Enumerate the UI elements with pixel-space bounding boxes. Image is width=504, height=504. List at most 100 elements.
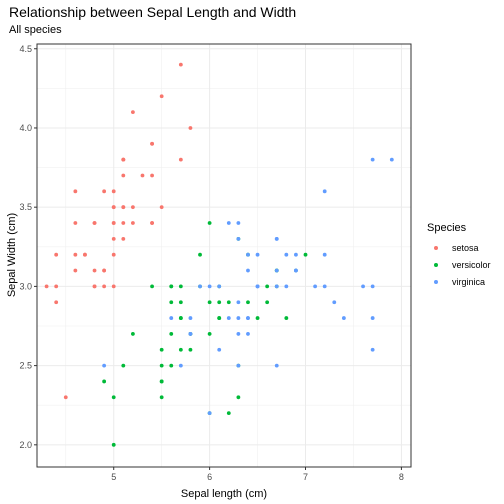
data-point-virginica xyxy=(217,284,222,289)
data-point-setosa xyxy=(63,395,68,400)
data-point-virginica xyxy=(332,300,337,305)
data-point-virginica xyxy=(246,316,250,320)
data-point-setosa xyxy=(73,221,78,225)
data-point-virginica xyxy=(341,316,346,320)
data-point-setosa xyxy=(159,94,164,99)
data-point-versicolor xyxy=(207,300,212,305)
data-point-setosa xyxy=(54,300,59,305)
data-point-versicolor xyxy=(169,300,174,305)
data-point-versicolor xyxy=(130,332,135,336)
data-point-setosa xyxy=(150,221,154,225)
x-axis-title: Sepal length (cm) xyxy=(181,488,267,500)
data-point-setosa xyxy=(159,205,164,210)
y-tick-label: 2.5 xyxy=(19,361,32,371)
data-point-virginica xyxy=(246,268,250,273)
data-point-setosa xyxy=(44,284,49,289)
data-point-versicolor xyxy=(121,363,126,368)
grid-lines xyxy=(37,44,411,467)
data-point-versicolor xyxy=(159,363,164,368)
data-point-setosa xyxy=(54,284,59,289)
legend-item-virginica: virginica xyxy=(434,277,485,287)
data-point-virginica xyxy=(236,300,241,305)
data-point-setosa xyxy=(130,205,135,210)
data-point-virginica xyxy=(236,236,241,241)
data-point-virginica xyxy=(188,316,193,320)
data-point-versicolor xyxy=(226,411,231,416)
data-point-versicolor xyxy=(217,316,222,320)
legend-item-versicolor: versicolor xyxy=(434,260,491,270)
data-point-virginica xyxy=(274,268,279,273)
data-point-versicolor xyxy=(178,347,183,352)
data-point-virginica xyxy=(246,332,250,336)
data-point-setosa xyxy=(178,62,183,67)
data-point-virginica xyxy=(294,252,298,257)
data-point-virginica xyxy=(217,347,222,352)
data-point-virginica xyxy=(236,332,241,336)
data-point-virginica xyxy=(207,284,212,289)
data-point-setosa xyxy=(92,221,97,225)
x-tick-label: 6 xyxy=(207,472,212,482)
legend-label-setosa: setosa xyxy=(452,243,479,253)
y-tick-label: 3.0 xyxy=(19,281,32,291)
legend-key-versicolor xyxy=(434,263,438,267)
data-point-versicolor xyxy=(246,300,250,305)
data-point-versicolor xyxy=(169,284,174,289)
data-point-setosa xyxy=(111,252,116,257)
data-point-virginica xyxy=(274,363,279,368)
data-point-virginica xyxy=(255,284,260,289)
data-point-setosa xyxy=(121,221,126,225)
data-point-versicolor xyxy=(217,300,222,305)
y-tick-label: 2.0 xyxy=(19,440,32,450)
data-point-setosa xyxy=(150,141,154,146)
data-point-versicolor xyxy=(265,300,270,305)
data-point-virginica xyxy=(188,332,193,336)
data-point-virginica xyxy=(236,363,241,368)
plot-border xyxy=(36,43,412,468)
data-point-virginica xyxy=(389,157,394,162)
y-tick-label: 3.5 xyxy=(19,202,32,212)
data-point-setosa xyxy=(111,284,116,289)
data-point-setosa xyxy=(140,173,145,178)
data-points xyxy=(44,62,394,447)
data-point-virginica xyxy=(322,189,327,194)
data-point-versicolor xyxy=(159,395,164,400)
data-point-virginica xyxy=(322,284,327,289)
data-point-versicolor xyxy=(111,442,116,447)
legend-title: Species xyxy=(427,222,467,234)
data-point-virginica xyxy=(207,411,212,416)
legend-key-virginica xyxy=(434,280,438,284)
data-point-virginica xyxy=(294,268,298,273)
data-point-virginica xyxy=(313,284,318,289)
data-point-versicolor xyxy=(284,316,289,320)
data-point-versicolor xyxy=(207,332,212,336)
data-point-setosa xyxy=(54,252,59,257)
data-point-virginica xyxy=(361,284,365,289)
data-point-setosa xyxy=(130,221,135,225)
data-point-virginica xyxy=(169,316,174,320)
x-tick-label: 8 xyxy=(399,472,404,482)
data-point-virginica xyxy=(370,347,375,352)
data-point-setosa xyxy=(102,284,107,289)
data-point-virginica xyxy=(274,284,279,289)
y-axis-title: Sepal Width (cm) xyxy=(6,213,18,297)
data-point-virginica xyxy=(236,316,241,320)
data-point-setosa xyxy=(92,268,97,273)
data-point-setosa xyxy=(111,221,116,225)
data-point-virginica xyxy=(370,284,375,289)
data-point-versicolor xyxy=(150,284,154,289)
chart-subtitle: All species xyxy=(9,24,62,36)
data-point-versicolor xyxy=(255,316,260,320)
data-point-virginica xyxy=(255,252,260,257)
data-point-virginica xyxy=(226,316,231,320)
data-point-virginica xyxy=(284,252,289,257)
data-point-versicolor xyxy=(207,221,212,225)
data-point-virginica xyxy=(178,363,183,368)
data-point-versicolor xyxy=(159,347,164,352)
data-point-versicolor xyxy=(169,332,174,336)
legend-label-virginica: virginica xyxy=(452,277,485,287)
data-point-setosa xyxy=(150,173,154,178)
data-point-versicolor xyxy=(188,347,193,352)
data-point-virginica xyxy=(102,363,107,368)
data-point-setosa xyxy=(111,205,116,210)
data-point-setosa xyxy=(121,157,126,162)
